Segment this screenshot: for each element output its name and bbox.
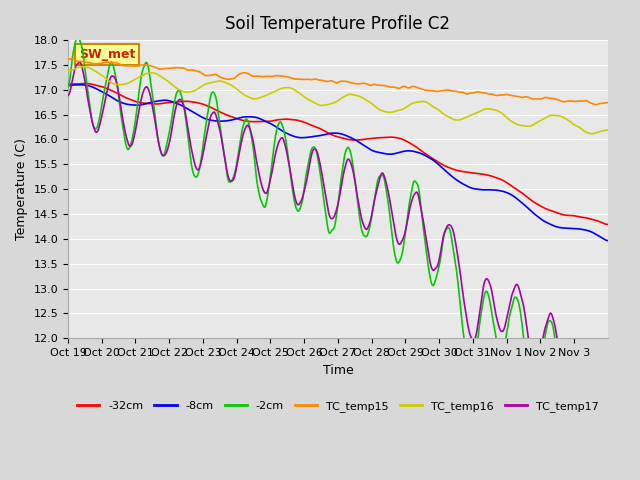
Title: Soil Temperature Profile C2: Soil Temperature Profile C2 <box>225 15 451 33</box>
Y-axis label: Temperature (C): Temperature (C) <box>15 138 28 240</box>
Text: SW_met: SW_met <box>79 48 135 61</box>
X-axis label: Time: Time <box>323 363 353 376</box>
Legend: -32cm, -8cm, -2cm, TC_temp15, TC_temp16, TC_temp17: -32cm, -8cm, -2cm, TC_temp15, TC_temp16,… <box>73 396 603 416</box>
